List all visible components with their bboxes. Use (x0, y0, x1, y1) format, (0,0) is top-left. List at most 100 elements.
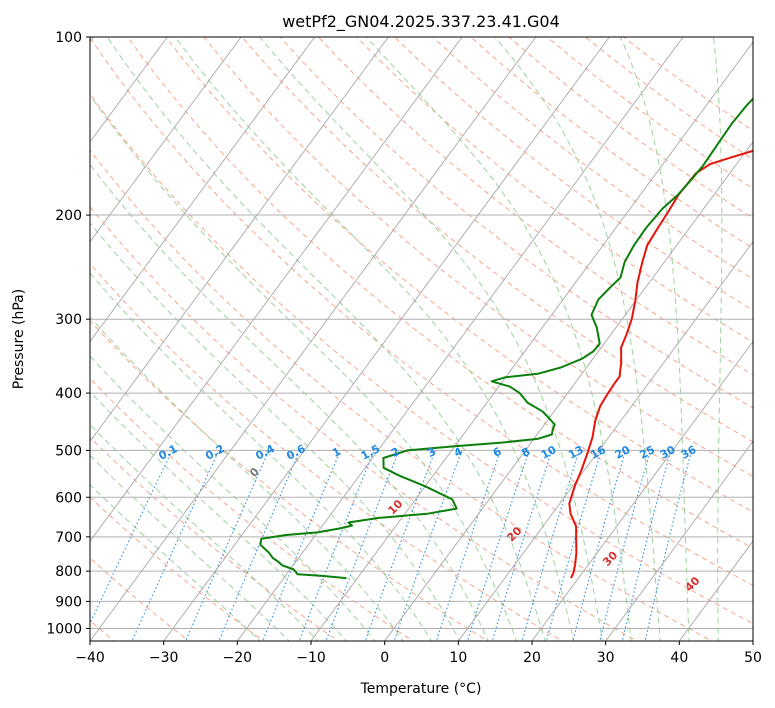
mixing-ratio-label-1.5: 1.5 (359, 442, 382, 463)
x-tick-label-50: 50 (744, 650, 762, 666)
mixing-ratio-line-6 (435, 450, 502, 641)
isobars (90, 37, 753, 629)
x-tick-label--40: −40 (75, 650, 105, 666)
y-tick-label-600: 600 (55, 490, 82, 506)
mixing-ratio-line-1.5 (298, 450, 375, 641)
moist-adiabat-label-10: 10 (385, 497, 405, 517)
isotherm-20 (531, 340, 753, 641)
moist-adiabat-24 (174, 37, 575, 641)
isotherm--80 (90, 37, 242, 243)
dry-adiabat-10 (90, 319, 489, 641)
plot-frame (89, 36, 754, 642)
dry-adiabat-70 (127, 37, 753, 549)
moist-adiabat--12 (90, 423, 319, 641)
x-tick-label-30: 30 (597, 650, 615, 666)
mixing-ratio-label-1: 1 (330, 445, 343, 460)
mixing-ratio-label-20: 20 (613, 443, 633, 462)
mixing-ratio-line-30 (621, 450, 672, 641)
dry-adiabat-180 (546, 37, 753, 190)
dry-adiabat--20 (90, 496, 265, 641)
mixing-ratio-line-3 (364, 450, 436, 641)
isotherm--20 (236, 37, 684, 641)
x-axis: −40 −30 −20 −10 0 10 20 30 40 50 (75, 641, 762, 666)
y-tick-label-900: 900 (55, 594, 82, 610)
dry-adiabat-150 (432, 37, 753, 280)
isotherm--40 (90, 37, 537, 641)
moist-adiabat-0 (90, 316, 404, 641)
dry-adiabat-90 (203, 37, 753, 478)
moist-adiabat--8 (90, 391, 348, 641)
mixing-ratio-label-13: 13 (566, 443, 586, 462)
x-tick-label-40: 40 (670, 650, 688, 666)
x-tick-label--10: −10 (296, 650, 326, 666)
moist-adiabat-12 (90, 163, 489, 641)
mixing-ratio-lines (90, 450, 693, 641)
mixing-ratio-line-0.1 (90, 450, 173, 625)
y-tick-label-500: 500 (55, 443, 82, 459)
x-tick-label--30: −30 (149, 650, 179, 666)
moist-adiabat-32 (365, 37, 632, 641)
y-tick-label-100: 100 (55, 30, 82, 46)
isotherm-0 (384, 141, 753, 641)
mixing-ratio-label-0.1: 0.1 (156, 442, 179, 463)
mixing-ratio-label-25: 25 (637, 443, 657, 462)
y-tick-label-800: 800 (55, 564, 82, 580)
dry-adiabat-50 (90, 93, 753, 625)
mixing-ratio-line-0.2 (131, 450, 220, 641)
moist-adiabat-8 (90, 222, 461, 641)
dry-adiabat-140 (394, 37, 753, 311)
x-tick-label-10: 10 (449, 650, 467, 666)
isotherm--70 (90, 37, 316, 343)
dry-adiabat-40 (90, 149, 713, 641)
mixing-ratio-line-10 (491, 450, 553, 641)
mixing-ratio-line-0.6 (218, 450, 301, 641)
mixing-ratio-label-0.4: 0.4 (253, 442, 277, 463)
dry-adiabat--10 (90, 436, 340, 641)
isotherm-50 (752, 640, 753, 641)
moist-adiabat--16 (90, 454, 290, 641)
dry-adiabat-80 (165, 37, 753, 513)
moist-adiabat-label-40: 40 (683, 574, 703, 594)
y-tick-label-1000: 1000 (46, 621, 82, 637)
mixing-ratio-line-20 (572, 450, 627, 641)
plot-area: 0.10.20.40.611.52346810131620253036-100-… (90, 37, 753, 641)
isotherm--10 (310, 41, 753, 641)
y-tick-label-700: 700 (55, 530, 82, 546)
x-tick-label--20: −20 (223, 650, 253, 666)
mixing-ratio-line-25 (599, 450, 651, 641)
mixing-ratio-label-4: 4 (452, 445, 465, 460)
profiles (259, 97, 753, 580)
moist-adiabat--20 (90, 484, 261, 641)
mixing-ratio-line-16 (545, 450, 602, 641)
dry-adiabat-120 (317, 37, 753, 376)
dry-adiabats (90, 37, 753, 641)
mixing-ratio-label-16: 16 (588, 443, 608, 462)
x-tick-label-20: 20 (523, 650, 541, 666)
mixing-ratio-label-10: 10 (539, 443, 559, 462)
isotherm--50 (90, 37, 463, 542)
isotherm--60 (90, 37, 389, 443)
mixing-ratio-label-6: 6 (491, 445, 504, 460)
isotherm-30 (605, 440, 753, 641)
dry-adiabat-30 (90, 205, 639, 641)
dry-adiabat-200 (623, 37, 753, 132)
mixing-ratio-label-36: 36 (679, 443, 699, 462)
series-temperature-line (568, 149, 753, 579)
mixing-ratio-line-2 (325, 450, 400, 641)
y-tick-label-400: 400 (55, 386, 82, 402)
x-tick-label-0: 0 (380, 650, 389, 666)
mixing-ratio-label-8: 8 (519, 445, 532, 460)
moist-adiabat--4 (90, 355, 376, 641)
isotherm--90 (90, 37, 168, 143)
dry-adiabat-60 (90, 37, 753, 587)
x-axis-label: Temperature (°C) (360, 681, 482, 697)
dry-adiabat-110 (279, 37, 753, 409)
isotherm-10 (457, 240, 753, 641)
moist-adiabat-label-30: 30 (600, 549, 620, 569)
mixing-ratio-line-4 (393, 450, 463, 641)
series-dewpoint-line (259, 97, 753, 580)
moist-adiabat-44 (713, 37, 723, 641)
moist-adiabat-36 (494, 37, 661, 641)
dry-adiabat-130 (356, 37, 753, 343)
